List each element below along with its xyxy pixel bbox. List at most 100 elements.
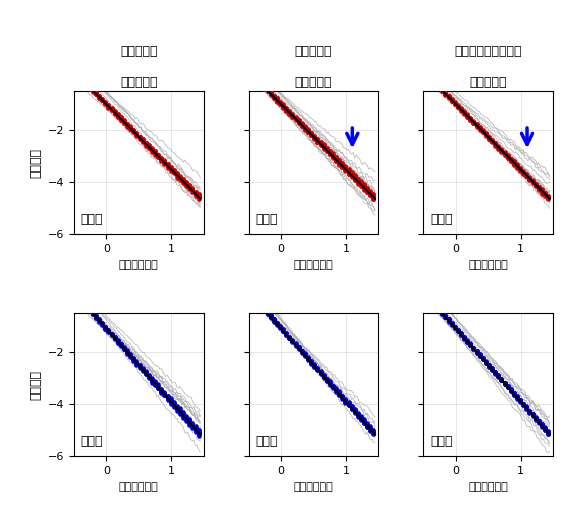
Point: [366, 426, 375, 434]
Point: [353, 175, 363, 184]
Point: [257, 80, 266, 88]
Point: [366, 191, 375, 199]
Point: [360, 419, 369, 427]
Point: [148, 145, 157, 153]
Point: [86, 307, 95, 315]
Point: [484, 135, 494, 143]
Point: [347, 402, 356, 410]
Point: [506, 157, 515, 165]
Point: [491, 370, 500, 378]
Point: [120, 345, 129, 353]
Point: [269, 315, 278, 323]
Point: [120, 345, 129, 353]
Point: [154, 151, 163, 159]
Point: [135, 362, 144, 370]
Point: [538, 187, 547, 195]
Point: [434, 83, 443, 91]
Point: [441, 312, 450, 320]
Point: [515, 165, 524, 173]
Point: [275, 323, 284, 332]
Point: [369, 190, 378, 198]
Point: [322, 376, 331, 384]
Point: [322, 148, 331, 156]
Point: [247, 291, 256, 299]
Point: [512, 392, 522, 400]
Point: [313, 135, 322, 143]
Point: [478, 128, 487, 136]
Point: [266, 313, 275, 321]
Point: [500, 380, 509, 388]
Point: [294, 344, 303, 352]
Point: [472, 120, 481, 128]
Point: [431, 302, 441, 310]
Point: [282, 104, 291, 113]
Point: [341, 398, 350, 406]
Point: [251, 295, 260, 303]
Point: [478, 127, 487, 135]
Point: [73, 292, 82, 300]
Point: [123, 120, 132, 128]
Point: [157, 387, 166, 395]
Point: [135, 134, 144, 142]
Point: [129, 355, 138, 364]
Point: [522, 404, 531, 412]
Point: [163, 160, 172, 168]
Point: [88, 86, 97, 94]
Point: [353, 409, 363, 417]
Point: [459, 334, 469, 342]
Point: [538, 186, 547, 194]
Point: [135, 360, 144, 369]
Point: [113, 337, 123, 345]
Point: [191, 189, 200, 197]
Point: [288, 111, 297, 119]
Point: [463, 338, 472, 346]
Point: [469, 344, 478, 352]
Point: [506, 386, 515, 394]
Point: [481, 357, 490, 365]
Point: [450, 99, 459, 107]
Point: [97, 318, 107, 327]
Point: [107, 330, 116, 338]
Point: [282, 105, 291, 114]
Point: [344, 169, 353, 177]
Point: [298, 122, 307, 130]
Point: [191, 188, 200, 196]
Point: [338, 163, 347, 171]
Point: [188, 186, 197, 194]
Point: [469, 119, 478, 127]
Point: [272, 94, 282, 102]
Point: [282, 104, 291, 112]
Point: [191, 192, 200, 200]
Point: [528, 410, 537, 418]
Point: [291, 115, 300, 123]
Point: [450, 324, 459, 332]
Point: [120, 116, 129, 124]
Point: [540, 426, 549, 434]
Point: [191, 422, 200, 430]
Point: [457, 105, 466, 114]
Point: [160, 159, 169, 167]
Point: [538, 187, 547, 195]
Point: [350, 405, 359, 413]
Point: [88, 88, 97, 96]
Point: [285, 110, 294, 118]
Point: [344, 402, 353, 410]
Point: [441, 90, 450, 98]
Point: [176, 174, 185, 182]
Point: [251, 74, 260, 82]
Point: [356, 183, 365, 191]
Point: [429, 299, 438, 307]
Point: [191, 188, 200, 196]
Point: [182, 412, 191, 420]
Point: [494, 143, 503, 151]
Point: [425, 294, 434, 302]
Point: [73, 73, 82, 81]
Point: [91, 313, 100, 321]
Point: [88, 85, 97, 93]
Point: [484, 363, 494, 371]
Point: [185, 182, 194, 190]
Point: [178, 414, 188, 422]
Point: [310, 362, 319, 370]
Point: [150, 380, 160, 388]
Point: [132, 130, 141, 138]
